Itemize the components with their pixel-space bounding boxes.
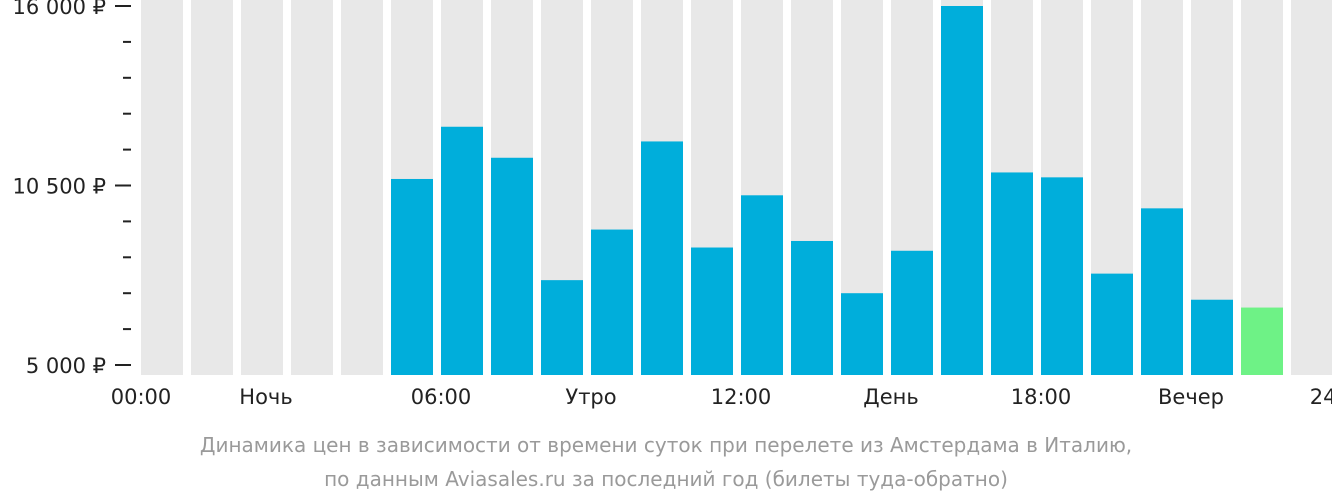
x-tick-label: День: [863, 385, 918, 409]
chart-caption-line-1: Динамика цен в зависимости от времени су…: [199, 433, 1133, 457]
bar-hour-11[interactable]: [691, 247, 733, 375]
bar-hour-07[interactable]: [491, 157, 533, 375]
bar-hour-09[interactable]: [591, 229, 633, 375]
y-tick-label: 5 000 ₽: [26, 354, 106, 378]
bar-hour-06[interactable]: [441, 126, 483, 375]
bar-hour-13[interactable]: [791, 240, 833, 375]
background-column-01: [191, 0, 233, 375]
background-column-04: [341, 0, 383, 375]
bar-hour-19[interactable]: [1091, 273, 1133, 375]
bars: [391, 6, 1283, 375]
background-column-02: [241, 0, 283, 375]
bar-hour-20[interactable]: [1141, 208, 1183, 375]
x-tick-label: 12:00: [711, 385, 772, 409]
bar-hour-22[interactable]: [1241, 307, 1283, 375]
y-axis: 16 000 ₽ 10 500 ₽ 5 000 ₽: [12, 0, 131, 378]
background-column-00: [141, 0, 183, 375]
bar-hour-16[interactable]: [941, 6, 983, 375]
bar-hour-17[interactable]: [991, 172, 1033, 375]
bar-hour-15[interactable]: [891, 250, 933, 375]
x-axis: 00:00 Ночь 06:00 Утро 12:00 День 18:00 Вечер 24:…: [111, 385, 1332, 409]
x-tick-label: Ночь: [239, 385, 292, 409]
x-tick-label: Вечер: [1158, 385, 1224, 409]
bar-hour-05[interactable]: [391, 178, 433, 375]
bar-hour-21[interactable]: [1191, 299, 1233, 375]
x-tick-label: 00:00: [111, 385, 172, 409]
background-column-23: [1291, 0, 1332, 375]
bar-hour-18[interactable]: [1041, 177, 1083, 375]
bar-hour-10[interactable]: [641, 141, 683, 375]
background-column-03: [291, 0, 333, 375]
x-tick-label: 24:00: [1310, 385, 1332, 409]
y-tick-label: 16 000 ₽: [12, 0, 106, 19]
chart-caption-line-2: по данным Aviasales.ru за последний год …: [324, 467, 1008, 491]
bar-hour-12[interactable]: [741, 195, 783, 375]
y-tick-label: 10 500 ₽: [12, 175, 106, 199]
x-tick-label: Утро: [565, 385, 616, 409]
bar-hour-14[interactable]: [841, 293, 883, 375]
bar-hour-08[interactable]: [541, 280, 583, 375]
x-tick-label: 06:00: [411, 385, 472, 409]
x-tick-label: 18:00: [1011, 385, 1072, 409]
